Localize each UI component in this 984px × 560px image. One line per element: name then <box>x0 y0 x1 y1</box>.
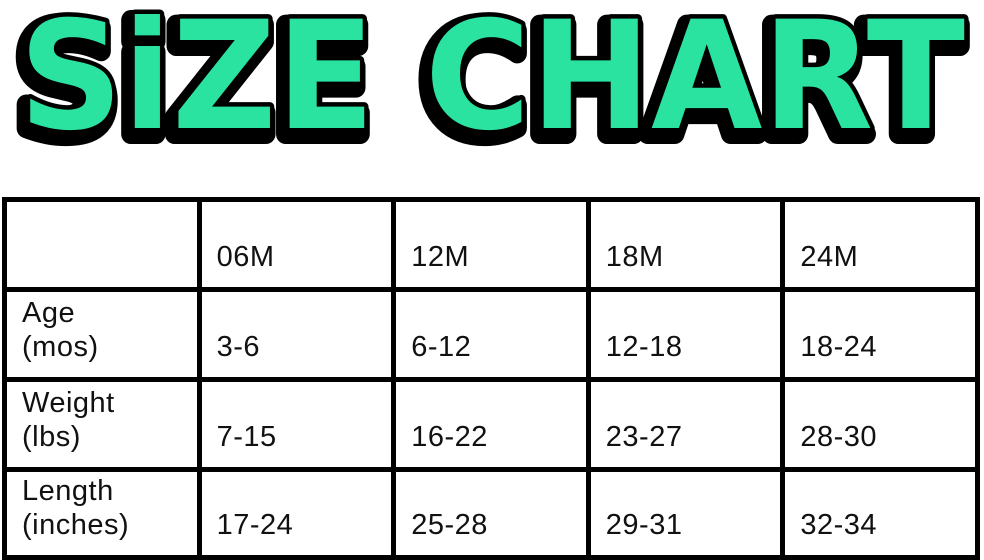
table-row-age: Age (mos) 3-6 6-12 12-18 18-24 <box>2 287 980 382</box>
row-label-age: Age (mos) <box>2 287 202 382</box>
value-cell: 29-31 <box>585 467 786 560</box>
table-row-weight: Weight (lbs) 7-15 16-22 23-27 28-30 <box>2 377 980 472</box>
value-cell: 32-34 <box>780 467 980 560</box>
page-title: SiZE CHART <box>19 0 965 152</box>
value-cell: 28-30 <box>780 377 980 472</box>
value-cell: 7-15 <box>196 377 397 472</box>
table-header-row: 06M 12M 18M 24M <box>2 197 980 292</box>
table-row-length: Length (inches) 17-24 25-28 29-31 32-34 <box>2 467 980 560</box>
value-cell: 18-24 <box>780 287 980 382</box>
row-label-text: Age <box>22 296 76 329</box>
page-title-banner: SiZE CHART SiZE CHART <box>0 0 984 152</box>
row-label-length: Length (inches) <box>2 467 202 560</box>
row-label-unit: (inches) <box>22 508 130 541</box>
row-label-text: Weight <box>22 386 115 419</box>
header-cell-12m: 12M <box>391 197 591 292</box>
row-label-unit: (mos) <box>22 330 99 363</box>
row-label-text: Length <box>22 474 114 507</box>
size-chart-title-art: SiZE CHART SiZE CHART <box>5 0 971 152</box>
value-cell: 16-22 <box>391 377 591 472</box>
value-cell: 6-12 <box>391 287 591 382</box>
value-cell: 25-28 <box>391 467 591 560</box>
header-cell-18m: 18M <box>585 197 786 292</box>
header-cell-06m: 06M <box>196 197 397 292</box>
row-label-unit: (lbs) <box>22 420 81 453</box>
row-label-weight: Weight (lbs) <box>2 377 202 472</box>
corner-empty-cell <box>2 197 202 292</box>
value-cell: 23-27 <box>585 377 786 472</box>
header-cell-24m: 24M <box>780 197 980 292</box>
value-cell: 3-6 <box>196 287 397 382</box>
size-chart-table: 06M 12M 18M 24M Age (mos) 3-6 6-12 12-18… <box>2 197 980 560</box>
value-cell: 12-18 <box>585 287 786 382</box>
title-shadow-text: SiZE CHART <box>15 0 961 152</box>
value-cell: 17-24 <box>196 467 397 560</box>
